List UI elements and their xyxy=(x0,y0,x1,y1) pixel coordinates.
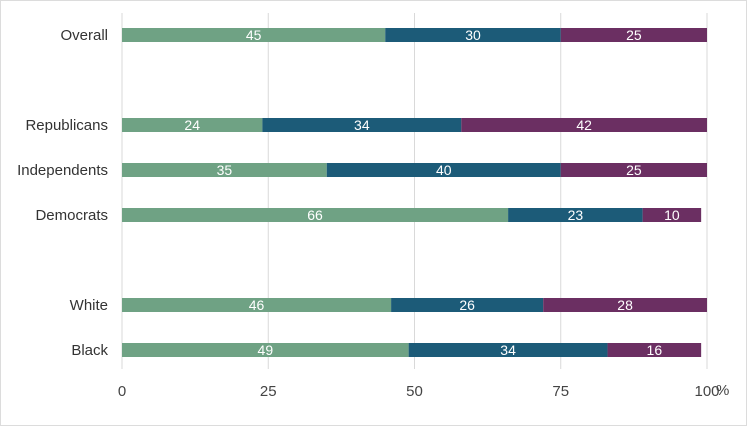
x-tick-label-0: 0 xyxy=(118,383,126,400)
data-label: 46 xyxy=(249,297,265,313)
bar-segment xyxy=(543,298,707,312)
bar-segment xyxy=(408,343,608,357)
category-label: Independents xyxy=(17,162,108,179)
data-label: 49 xyxy=(258,342,274,358)
data-label: 35 xyxy=(217,162,233,178)
data-label: 40 xyxy=(436,162,452,178)
x-tick-label-25: 25 xyxy=(260,383,277,400)
bar-segment xyxy=(560,28,707,42)
data-label: 42 xyxy=(576,117,592,133)
data-label: 24 xyxy=(184,117,200,133)
bar-segment xyxy=(560,163,707,177)
data-label: 16 xyxy=(647,342,663,358)
data-label: 30 xyxy=(465,27,481,43)
data-label: 25 xyxy=(626,162,642,178)
bar-segment xyxy=(122,208,509,222)
data-label: 28 xyxy=(617,297,633,313)
category-label: Democrats xyxy=(35,207,108,224)
data-label: 34 xyxy=(354,117,370,133)
data-label: 34 xyxy=(500,342,516,358)
bar-segment xyxy=(607,343,702,357)
x-tick-label-100: 100 xyxy=(694,383,719,400)
bar-segment xyxy=(385,28,561,42)
bar-segment xyxy=(642,208,702,222)
category-labels: Overall Republicans Independents Democrats W… xyxy=(17,27,108,359)
bar-segment xyxy=(508,208,643,222)
bar-segment xyxy=(262,118,462,132)
category-label: Overall xyxy=(60,27,108,44)
bar-segment xyxy=(122,118,263,132)
category-label: Republicans xyxy=(25,117,108,134)
bar-segment xyxy=(122,28,386,42)
gridlines xyxy=(121,13,708,369)
data-label: 66 xyxy=(307,207,323,223)
bar-segment xyxy=(122,343,409,357)
x-axis-ticks: 0 25 50 75 100% xyxy=(118,382,730,400)
category-label: White xyxy=(70,297,108,314)
bar-segment xyxy=(122,298,392,312)
x-tick-label-50: 50 xyxy=(406,383,423,400)
bars: 45 30 25 24 34 42 35 40 25 66 23 10 46 26 28 49 34 16 xyxy=(122,27,707,358)
data-label: 26 xyxy=(459,297,475,313)
category-label: Black xyxy=(71,342,108,359)
data-label: 25 xyxy=(626,27,642,43)
data-label: 23 xyxy=(568,207,584,223)
data-label: 45 xyxy=(246,27,262,43)
data-label: 10 xyxy=(664,207,680,223)
x-axis-unit: % xyxy=(716,382,729,399)
x-tick-label-75: 75 xyxy=(552,383,569,400)
bar-segment xyxy=(391,298,544,312)
bar-segment xyxy=(326,163,561,177)
bar-segment xyxy=(461,118,707,132)
bar-segment xyxy=(122,163,327,177)
